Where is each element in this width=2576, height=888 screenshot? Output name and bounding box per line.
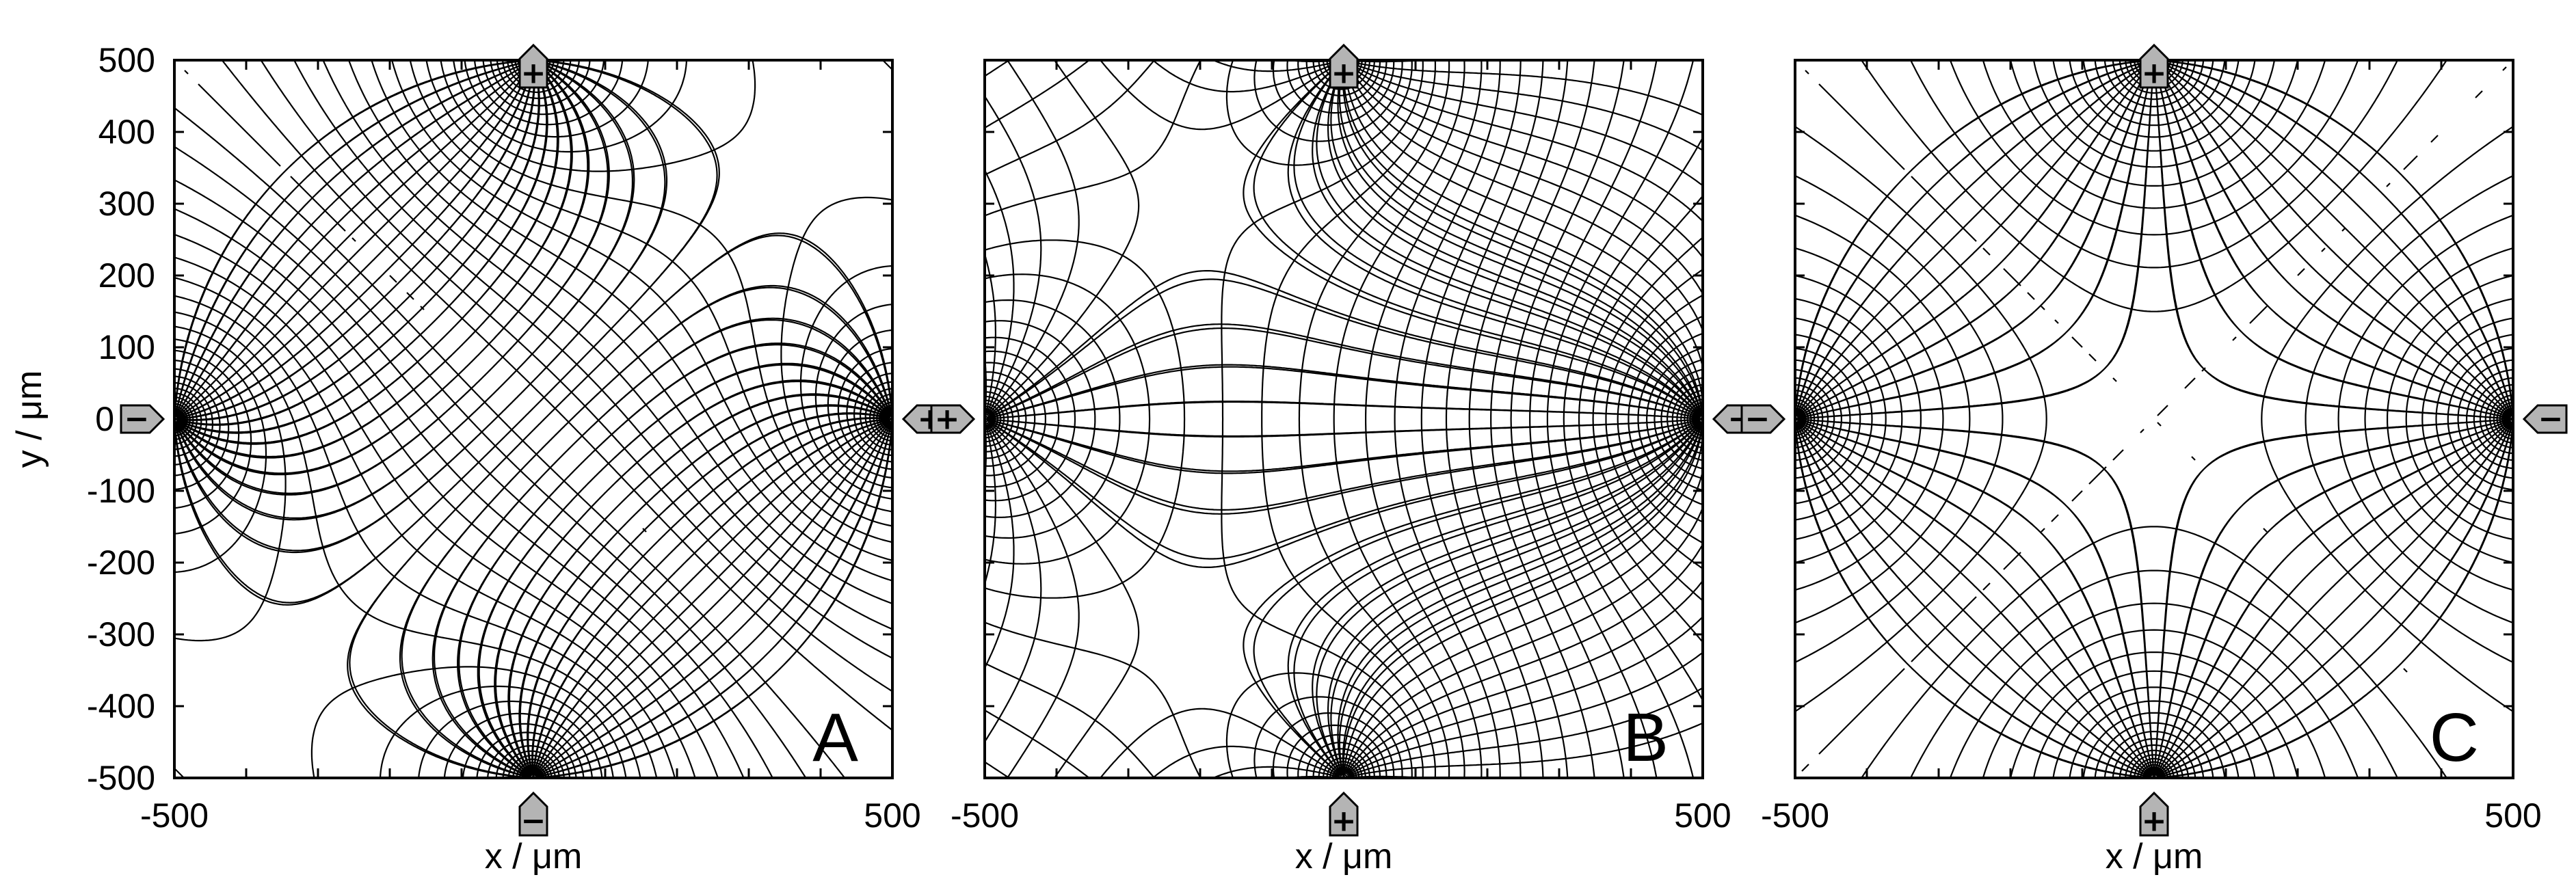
electrode-sign: +	[2142, 804, 2167, 839]
electrode-sign: +	[521, 56, 546, 91]
x-tick-label-max: 500	[864, 796, 920, 835]
y-tick-label: 300	[98, 185, 155, 223]
plot-frame-a	[173, 59, 894, 779]
panel-a: A 500 400 300 200 100 0 -100 -200 -300 -…	[10, 41, 947, 876]
electrode-top: +	[2139, 43, 2169, 91]
panel-letter-b: B	[1623, 699, 1669, 776]
tick-marks-b	[983, 59, 1704, 779]
electrode-top: +	[1329, 43, 1359, 91]
panel-letter-c: C	[2430, 699, 2479, 776]
y-tick-label: 500	[98, 41, 155, 79]
x-tick-label-max: 500	[2484, 796, 2541, 835]
electrode-top: +	[518, 43, 548, 91]
electrode-sign: +	[1331, 56, 1357, 91]
field-lines	[174, 59, 893, 779]
y-tick-label: 400	[98, 113, 155, 151]
electrode-sign: −	[1745, 402, 1770, 437]
y-tick-label: 200	[98, 256, 155, 295]
electrode-sign: −	[2538, 402, 2564, 437]
electrode-sign: −	[124, 402, 150, 437]
electrode-sign: +	[935, 402, 960, 437]
x-axis-label: x / μm	[485, 837, 583, 876]
electrode-sign: +	[1331, 804, 1357, 839]
equipotential-lines	[174, 59, 893, 779]
electrode-sign: −	[521, 804, 546, 839]
x-tick-label-min: -500	[951, 796, 1019, 835]
tick-mark	[173, 59, 894, 779]
x-tick-label-min: -500	[140, 796, 209, 835]
y-tick-labels: 500 400 300 200 100 0 -100 -200 -300 -40…	[87, 41, 155, 797]
electrode-bottom: +	[1329, 791, 1359, 839]
field-lines	[1794, 59, 2514, 779]
panel-letter-a: A	[812, 699, 858, 776]
electrode-bottom: −	[518, 791, 548, 839]
panel-c: C -500 500 x / μm + + − −	[1740, 43, 2568, 876]
x-tick-label-min: -500	[1761, 796, 1829, 835]
equipotential-lines	[1794, 59, 2514, 779]
x-axis-label: x / μm	[1295, 837, 1393, 876]
tick-marks-c	[1794, 59, 2514, 779]
y-axis-label: y / μm	[10, 371, 49, 468]
panel-b: B -500 500 x / μm + + + −	[930, 43, 1757, 876]
y-tick-label: -200	[87, 543, 155, 582]
equipotential-lines	[984, 59, 1703, 779]
electrode-left: −	[1740, 402, 1786, 437]
electrode-right: −	[2522, 402, 2568, 437]
electrode-bottom: +	[2139, 791, 2169, 839]
y-tick-label: -500	[87, 759, 155, 797]
tick-mark	[983, 59, 1704, 779]
y-tick-label: -300	[87, 615, 155, 654]
tick-mark	[1794, 59, 2514, 779]
electrode-sign: +	[2142, 56, 2167, 91]
field-and-equipotential-lines-a	[174, 59, 893, 779]
field-lines	[984, 59, 1704, 779]
x-tick-label-max: 500	[1674, 796, 1731, 835]
plot-frame-b	[983, 59, 1704, 779]
electrode-left: −	[120, 402, 165, 437]
y-tick-label: -400	[87, 687, 155, 725]
field-and-equipotential-lines-b	[984, 59, 1704, 779]
tick-marks-a	[173, 59, 894, 779]
y-tick-label: -100	[87, 472, 155, 510]
y-tick-label: 0	[95, 400, 114, 438]
electrode-left: +	[930, 402, 976, 437]
x-axis-label: x / μm	[2106, 837, 2203, 876]
field-and-equipotential-lines-c	[1794, 59, 2514, 779]
y-tick-label: 100	[98, 328, 155, 366]
